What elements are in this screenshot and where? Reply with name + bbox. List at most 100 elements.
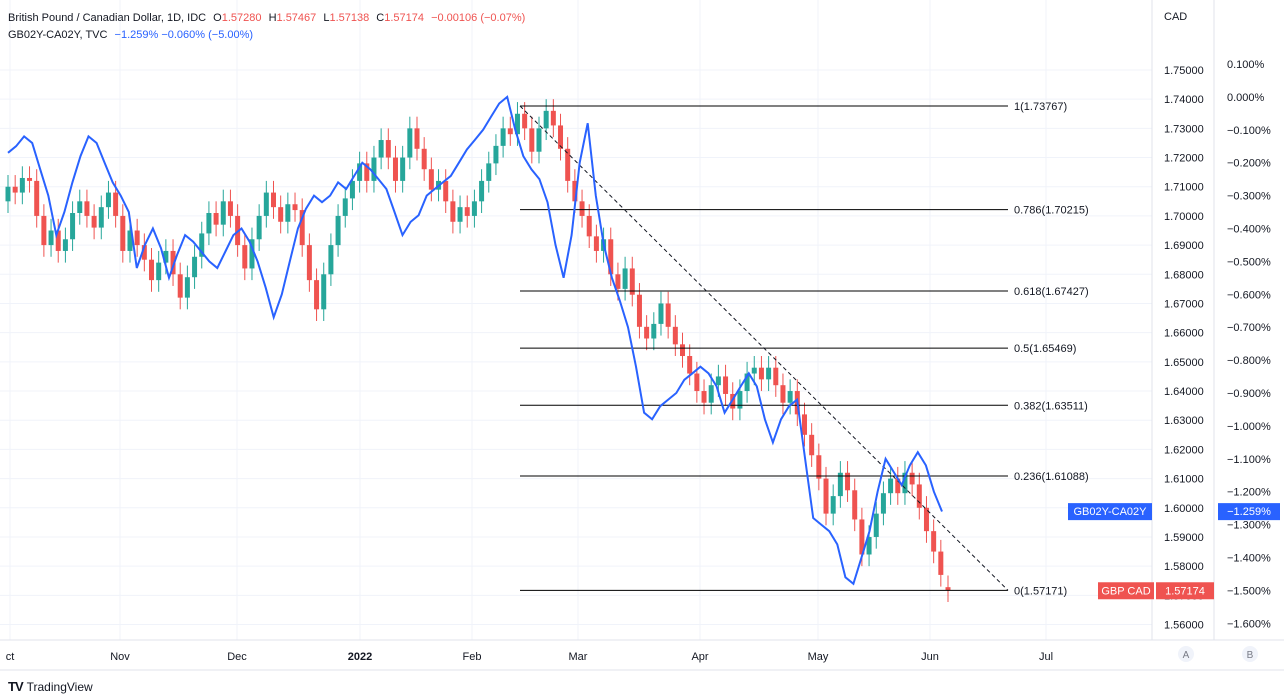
- candle-body: [292, 204, 298, 211]
- primary-tick-label: 1.71000: [1164, 182, 1204, 194]
- candle-body: [744, 373, 750, 392]
- candle-body: [105, 192, 111, 208]
- secondary-tick-label: −1.400%: [1227, 553, 1271, 565]
- candle-body: [931, 531, 937, 552]
- primary-tick-label: 1.65000: [1164, 357, 1204, 369]
- primary-tick-label: 1.70000: [1164, 211, 1204, 223]
- candle-body: [687, 356, 693, 374]
- candle-body: [895, 478, 901, 494]
- gbpcad-price-value: 1.57174: [1165, 585, 1205, 597]
- candle-body: [715, 376, 721, 386]
- candle-body: [421, 148, 427, 170]
- candle-body: [586, 215, 592, 237]
- primary-tick-label: 1.74000: [1164, 94, 1204, 106]
- overlay-values: −1.259% −0.060% (−5.00%): [114, 29, 254, 41]
- tradingview-logo-icon: TV: [8, 679, 24, 694]
- primary-tick-label: 1.60000: [1164, 503, 1204, 515]
- fib-level-label: 1(1.73767): [1014, 101, 1067, 113]
- candle-body: [242, 245, 248, 269]
- x-tick-label: May: [808, 651, 829, 663]
- candle-body: [852, 490, 858, 520]
- candle-body: [306, 245, 312, 281]
- candle-body: [500, 128, 506, 146]
- candle-body: [780, 385, 786, 403]
- candle-body: [938, 551, 944, 575]
- overlay-series-line: [7, 95, 943, 586]
- candle-body: [450, 201, 456, 222]
- secondary-tick-label: −0.100%: [1227, 125, 1271, 137]
- primary-tick-label: 1.58000: [1164, 561, 1204, 573]
- fib-level-label: 0.236(1.61088): [1014, 471, 1089, 483]
- ohlc-high: H1.57467: [268, 12, 317, 24]
- x-tick-label: 2022: [348, 651, 372, 663]
- fib-level-label: 0.618(1.67427): [1014, 286, 1089, 298]
- secondary-tick-label: −1.600%: [1227, 618, 1271, 630]
- secondary-tick-label: −0.300%: [1227, 191, 1271, 203]
- candle-body: [120, 215, 126, 251]
- candle-body: [34, 180, 40, 216]
- candle-body: [651, 323, 657, 339]
- candle-body: [335, 215, 341, 246]
- candle-body: [558, 125, 564, 149]
- candle-body: [206, 213, 212, 234]
- candle-body: [156, 262, 162, 281]
- candle-body: [5, 186, 11, 202]
- candle-body: [48, 230, 54, 246]
- candle-body: [801, 414, 807, 435]
- x-tick-label: Feb: [463, 651, 482, 663]
- primary-tick-label: 1.59000: [1164, 532, 1204, 544]
- overlay-value-label: −1.259%: [1227, 506, 1271, 518]
- scale-button-label: B: [1247, 650, 1254, 661]
- secondary-tick-label: −0.500%: [1227, 256, 1271, 268]
- overlay-symbol: GB02Y-CA02Y, TVC: [8, 29, 108, 41]
- secondary-tick-label: −0.700%: [1227, 322, 1271, 334]
- candle-body: [845, 472, 851, 491]
- overlay-legend[interactable]: GB02Y-CA02Y, TVC −1.259% −0.060% (−5.00%…: [8, 29, 257, 41]
- candle-body: [457, 207, 463, 222]
- primary-tick-label: 1.63000: [1164, 415, 1204, 427]
- symbol-legend[interactable]: British Pound / Canadian Dollar, 1D, IDC…: [8, 12, 529, 24]
- overlay-tag-label: GB02Y-CA02Y: [1074, 506, 1148, 518]
- candle-body: [328, 245, 334, 275]
- candle-body: [392, 157, 398, 181]
- candle-body: [873, 513, 879, 537]
- primary-tick-label: 1.68000: [1164, 269, 1204, 281]
- candle-body: [321, 274, 327, 310]
- candle-body: [809, 434, 815, 456]
- primary-tick-label: 1.67000: [1164, 298, 1204, 310]
- candle-body: [141, 245, 147, 260]
- candle-body: [41, 215, 47, 246]
- candle-body: [163, 250, 169, 263]
- primary-tick-label: 1.75000: [1164, 65, 1204, 77]
- candle-body: [514, 113, 520, 135]
- candle-body: [593, 236, 599, 251]
- candle-body: [220, 201, 226, 225]
- candle-body: [378, 140, 384, 158]
- fib-level-label: 0(1.57171): [1014, 585, 1067, 597]
- candle-body: [708, 385, 714, 403]
- candle-body: [701, 391, 707, 403]
- candle-body: [414, 128, 420, 149]
- candle-body: [199, 233, 205, 257]
- candle-body: [428, 169, 434, 190]
- secondary-tick-label: −0.200%: [1227, 158, 1271, 170]
- primary-tick-label: 1.64000: [1164, 386, 1204, 398]
- candle-body: [184, 277, 190, 298]
- candle-body: [98, 207, 104, 228]
- tradingview-brand[interactable]: TV TradingView: [8, 679, 93, 694]
- candle-body: [249, 239, 255, 269]
- candle-body: [479, 180, 485, 202]
- x-tick-label: ct: [6, 651, 15, 663]
- candle-body: [766, 367, 772, 380]
- candle-body: [837, 472, 843, 497]
- brand-name: TradingView: [26, 679, 93, 694]
- candle-body: [471, 201, 477, 216]
- x-tick-label: Dec: [227, 651, 247, 663]
- candle-body: [464, 207, 470, 216]
- candle-body: [213, 213, 219, 225]
- scale-button-a[interactable]: [1178, 646, 1194, 662]
- scale-button-b[interactable]: [1242, 646, 1258, 662]
- scale-button-label: A: [1183, 650, 1190, 661]
